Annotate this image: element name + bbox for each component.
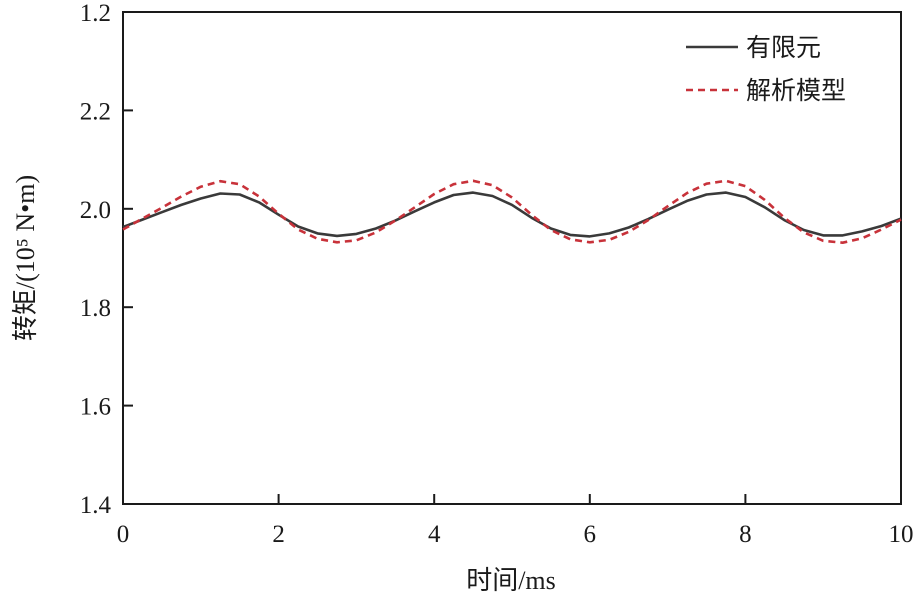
y-tick-label: 2.2 [80,98,111,125]
y-axis-title: 转矩/(10⁵ N•m) [11,175,40,341]
legend-label-2: 解析模型 [746,77,846,105]
x-tick-label: 10 [889,521,914,548]
y-tick-label: 1.2 [80,0,111,27]
x-axis-title: 时间/ms [466,566,556,595]
legend-label-1: 有限元 [746,34,821,62]
plot-frame [122,11,902,505]
y-axis: 1.4 1.6 1.8 2.0 2.2 1.2 [80,0,133,519]
y-tick-label: 1.8 [80,295,111,322]
plot-border [122,11,902,505]
x-tick-label: 2 [272,521,285,548]
x-tick-label: 8 [739,521,752,548]
series-line-2 [122,179,902,244]
x-tick-label: 4 [428,521,441,548]
series-layer [122,179,902,244]
x-axis: 0 2 4 6 8 10 [117,494,914,548]
y-tick-label: 1.6 [80,394,111,421]
series-line-1 [122,191,902,238]
y-tick-label: 2.0 [80,197,111,224]
y-tick-label: 1.4 [80,492,112,519]
x-tick-label: 6 [584,521,597,548]
x-tick-label: 0 [117,521,130,548]
